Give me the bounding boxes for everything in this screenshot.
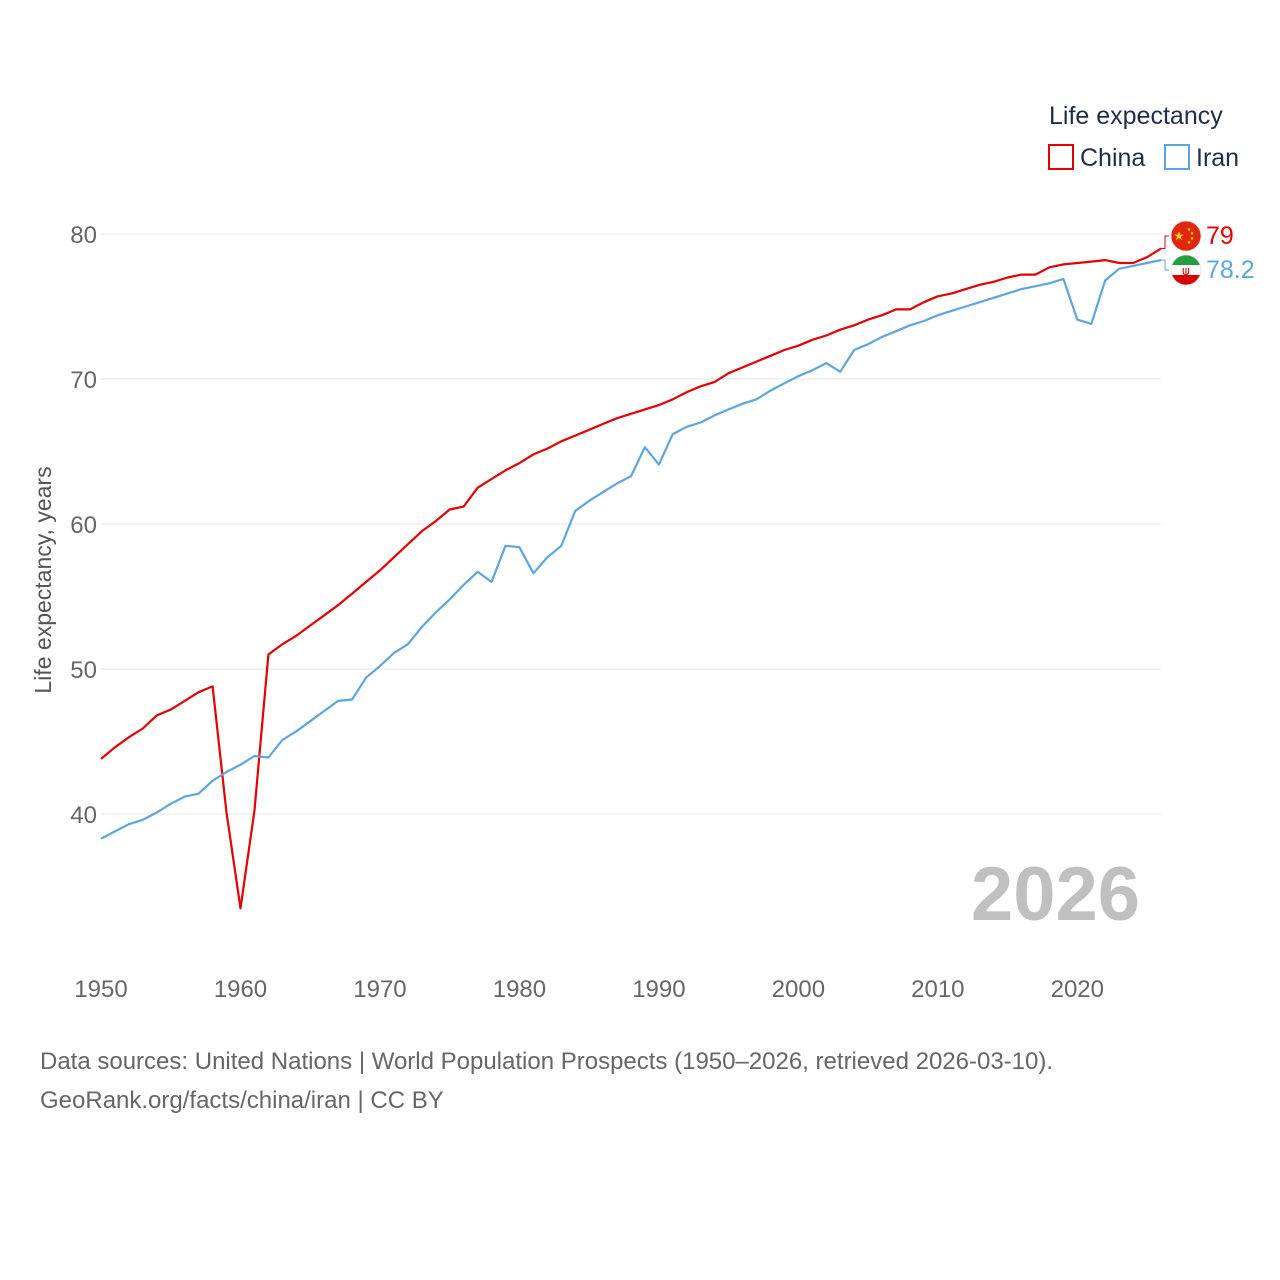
data-source-text: Data sources: United Nations | World Pop… — [40, 1048, 1054, 1075]
end-connector-china — [1161, 235, 1169, 249]
end-connector-iran — [1161, 259, 1169, 271]
source-link-text[interactable]: GeoRank.org/facts/china/iran | CC BY — [40, 1087, 444, 1114]
grid-lines — [101, 233, 1161, 815]
x-tick-label: 1950 — [74, 976, 127, 1003]
x-tick-label: 2000 — [772, 976, 825, 1003]
x-axis: 1950 1960 1970 1980 1990 2000 2010 2020 — [74, 976, 1104, 1003]
x-tick-label: 1980 — [493, 976, 546, 1003]
year-watermark: 2026 — [971, 852, 1140, 937]
iran-flag-icon: ψ — [1170, 254, 1202, 286]
series-line-china — [100, 247, 1162, 910]
x-tick-label: 1970 — [353, 976, 406, 1003]
svg-text:★: ★ — [1187, 227, 1192, 233]
legend-title: Life expectancy — [1049, 102, 1223, 130]
y-tick-label: 50 — [70, 657, 97, 684]
y-tick-label: 60 — [70, 512, 97, 539]
legend-label-iran[interactable]: Iran — [1196, 144, 1239, 172]
x-tick-label: 2010 — [911, 976, 964, 1003]
y-axis: 40 50 60 70 80 — [70, 222, 97, 829]
series-line-iran — [100, 259, 1162, 840]
svg-text:★: ★ — [1190, 236, 1195, 242]
x-tick-label: 2020 — [1051, 976, 1104, 1003]
x-tick-label: 1960 — [214, 976, 267, 1003]
svg-text:★: ★ — [1174, 229, 1185, 243]
china-flag-icon: ★ ★★★★ — [1170, 220, 1202, 252]
svg-text:ψ: ψ — [1182, 264, 1190, 278]
footer: Data sources: United Nations | World Pop… — [40, 1042, 1053, 1120]
y-tick-label: 70 — [70, 367, 97, 394]
series-lines — [100, 247, 1162, 910]
legend-swatch-iran[interactable] — [1164, 144, 1190, 170]
end-labels: ★ ★★★★ 79ψ 78.2 — [1161, 220, 1255, 286]
legend[interactable]: Life expectancy China Iran — [1048, 102, 1239, 172]
end-label-china: 79 — [1206, 222, 1234, 250]
x-tick-label: 1990 — [632, 976, 685, 1003]
legend-label-china[interactable]: China — [1080, 144, 1145, 172]
end-label-iran: 78.2 — [1206, 256, 1255, 284]
svg-text:★: ★ — [1190, 231, 1195, 237]
y-tick-label: 40 — [70, 802, 97, 829]
legend-swatch-china[interactable] — [1048, 144, 1074, 170]
y-tick-label: 80 — [70, 222, 97, 249]
y-axis-label: Life expectancy, years — [30, 466, 56, 693]
svg-text:★: ★ — [1187, 240, 1192, 246]
